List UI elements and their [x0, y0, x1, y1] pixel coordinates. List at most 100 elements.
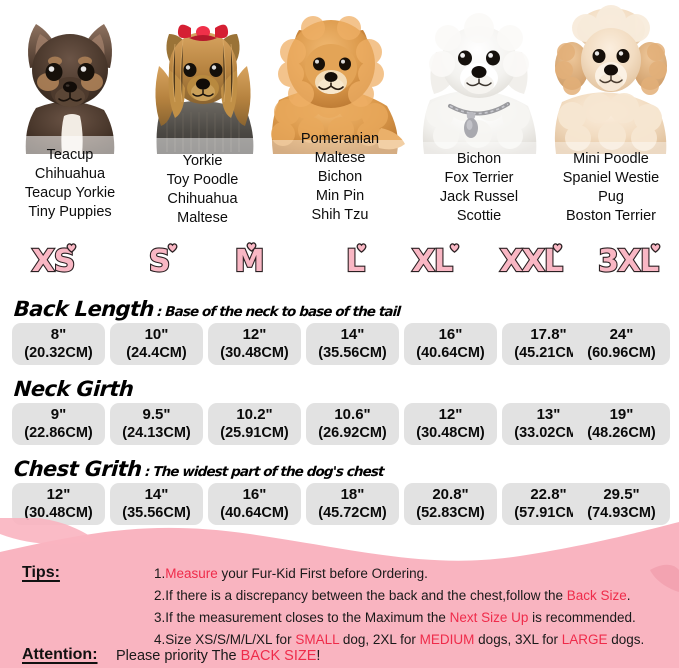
cell-inch: 16" — [438, 326, 463, 343]
back-length-cells: 8" (20.32CM) 10" (24.4CM) 12" (30.48CM) 14"… — [0, 323, 679, 365]
cell-cm: (74.93CM) — [587, 505, 656, 521]
cell-neck-xs: 9" (22.86CM) — [12, 403, 105, 445]
cell-back-m: 12" (30.48CM) — [208, 323, 301, 365]
cell-back-s: 10" (24.4CM) — [110, 323, 203, 365]
attention-prefix: Please priority The — [116, 648, 241, 664]
breed-list-5: Mini Poodle Spaniel Westie Pug Boston Te… — [543, 150, 679, 226]
size-label-l: L — [345, 243, 366, 280]
cell-back-l: 14" (35.56CM) — [306, 323, 399, 365]
cell-inch: 29.5" — [603, 486, 640, 503]
size-label-xl: XL — [411, 243, 454, 280]
cell-neck-m: 10.2" (25.91CM) — [208, 403, 301, 445]
cell-chest-xl: 20.8" (52.83CM) — [404, 483, 497, 525]
cell-chest-l: 18" (45.72CM) — [306, 483, 399, 525]
breed-list-3: Pomeranian Maltese Bichon Min Pin Shih T… — [265, 130, 415, 225]
cell-cm: (22.86CM) — [24, 425, 93, 441]
pomeranian-photo — [263, 4, 411, 159]
cell-inch: 9" — [50, 406, 67, 423]
tip-highlight: Back Size — [566, 588, 627, 603]
tip-text: . — [626, 588, 631, 603]
footer-panel: Tips: 1.Measure your Fur-Kid First befor… — [0, 518, 679, 668]
cell-inch: 22.8" — [530, 486, 567, 503]
tip-number: 2. — [154, 588, 166, 603]
neck-girth-cells: 9" (22.86CM) 9.5" (24.13CM) 10.2" (25.91CM)… — [0, 403, 679, 445]
cell-inch: 19" — [609, 406, 634, 423]
pink-wave-background — [0, 518, 679, 668]
breed-item: Maltese — [177, 210, 228, 226]
tip-text: Size XS/S/M/L/XL for — [165, 632, 296, 647]
cell-chest-3xl: 29.5" (74.93CM) — [573, 483, 670, 525]
breed-item: Chihuahua — [34, 166, 106, 182]
tip-text: If there is a discrepancy between the ba… — [165, 588, 567, 603]
cell-cm: (24.13CM) — [122, 425, 191, 441]
breed-item: Teacup Yorkie — [24, 185, 116, 201]
tip-highlight: Next Size Up — [449, 610, 529, 625]
cell-cm: (40.64CM) — [416, 345, 485, 361]
tip-highlight: LARGE — [561, 632, 608, 647]
tip-text: If the measurement closes to the Maximum… — [165, 610, 450, 625]
breed-item: Boston Terrier — [566, 208, 656, 224]
poodle-photo — [546, 4, 676, 159]
breed-list-2: Yorkie Toy Poodle Chihuahua Maltese — [140, 152, 265, 228]
cell-inch: 14" — [144, 486, 169, 503]
breed-item: Tiny Puppies — [28, 204, 112, 220]
breed-item: Teacup — [46, 147, 94, 163]
back-length-heading: Back Length: Base of the neck to base of… — [13, 297, 401, 321]
cell-inch: 18" — [340, 486, 365, 503]
tip-line-4: 4.Size XS/S/M/L/XL for SMALL dog, 2XL fo… — [154, 632, 644, 647]
section-title: Chest Grith — [13, 457, 143, 481]
breed-item: Spaniel Westie — [562, 170, 660, 186]
breed-item: Maltese — [314, 150, 366, 166]
cell-cm: (52.83CM) — [416, 505, 485, 521]
attention-suffix: ! — [316, 648, 321, 664]
breed-item: Toy Poodle — [166, 172, 239, 188]
dog-column-4: Bichon Fox Terrier Jack Russel Scottie — [415, 0, 543, 232]
cell-back-3xl: 24" (60.96CM) — [573, 323, 670, 365]
cell-cm: (30.48CM) — [416, 425, 485, 441]
cell-cm: (35.56CM) — [318, 345, 387, 361]
size-label-3xl: 3XL — [597, 243, 660, 280]
tip-line-3: 3.If the measurement closes to the Maxim… — [154, 610, 636, 625]
chest-girth-heading: Chest Grith: The widest part of the dog'… — [13, 457, 384, 481]
cell-cm: (45.21CM) — [514, 345, 583, 361]
cell-inch: 12" — [438, 406, 463, 423]
cell-cm: (45.72CM) — [318, 505, 387, 521]
cell-cm: (57.91CM) — [514, 505, 583, 521]
attention-highlight: BACK SIZE — [240, 648, 317, 664]
dog-column-1: Teacup Chihuahua Teacup Yorkie Tiny Pupp… — [0, 0, 140, 232]
tip-line-1: 1.Measure your Fur-Kid First before Orde… — [154, 566, 428, 581]
breed-item: Chihuahua — [167, 191, 238, 207]
section-subtitle: : The widest part of the dog's chest — [144, 464, 384, 480]
cell-cm: (20.32CM) — [24, 345, 93, 361]
chest-girth-cells: 12" (30.48CM) 14" (35.56CM) 16" (40.64CM) 1… — [0, 483, 679, 525]
tips-block: Tips: 1.Measure your Fur-Kid First befor… — [0, 518, 679, 668]
breed-item: Mini Poodle — [573, 151, 649, 167]
attention-text: Please priority The BACK SIZE! — [116, 648, 320, 664]
cell-inch: 9.5" — [142, 406, 171, 423]
section-subtitle: : Base of the neck to base of the tail — [156, 304, 401, 320]
chihuahua-photo — [6, 4, 134, 159]
breed-list-1: Teacup Chihuahua Teacup Yorkie Tiny Pupp… — [0, 146, 140, 222]
cell-inch: 10.2" — [236, 406, 273, 423]
cell-inch: 12" — [242, 326, 267, 343]
cell-inch: 16" — [242, 486, 267, 503]
cell-cm: (26.92CM) — [318, 425, 387, 441]
cell-inch: 12" — [46, 486, 71, 503]
cell-cm: (40.64CM) — [220, 505, 289, 521]
breed-item: Fox Terrier — [444, 170, 514, 186]
cell-back-xs: 8" (20.32CM) — [12, 323, 105, 365]
cell-inch: 17.8" — [530, 326, 567, 343]
breed-item: Bichon — [456, 151, 502, 167]
cell-cm: (33.02CM) — [514, 425, 583, 441]
cell-neck-s: 9.5" (24.13CM) — [110, 403, 203, 445]
cell-inch: 8" — [50, 326, 67, 343]
cell-inch: 13" — [536, 406, 561, 423]
cell-cm: (35.56CM) — [122, 505, 191, 521]
yorkie-photo — [142, 4, 263, 159]
tip-highlight: SMALL — [295, 632, 340, 647]
section-title: Neck Girth — [13, 377, 135, 401]
tip-text: dog, 2XL for — [339, 632, 420, 647]
tip-number: 4. — [154, 632, 166, 647]
cell-inch: 14" — [340, 326, 365, 343]
